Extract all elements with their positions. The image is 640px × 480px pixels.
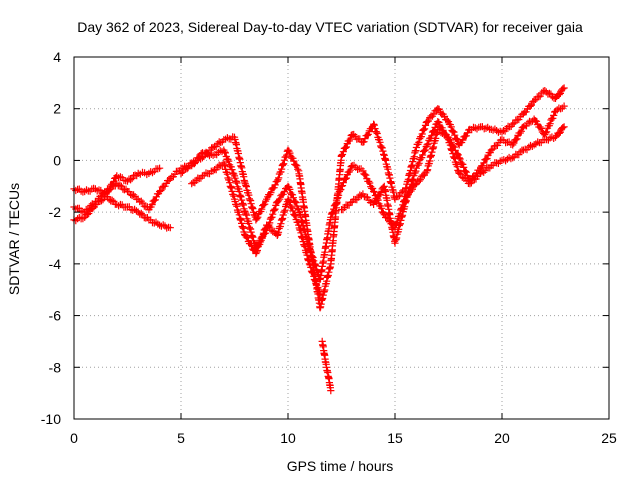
y-tick-label: 0	[53, 152, 61, 168]
y-tick-label: -4	[49, 256, 62, 272]
y-tick-label: -10	[41, 411, 61, 427]
y-tick-label: -8	[49, 359, 62, 375]
y-tick-label: 2	[53, 101, 61, 117]
x-tick-label: 10	[280, 430, 296, 446]
series-track-d	[318, 337, 335, 395]
y-tick-label: -2	[49, 204, 62, 220]
chart-title: Day 362 of 2023, Sidereal Day-to-day VTE…	[77, 19, 583, 35]
x-tick-label: 25	[601, 430, 617, 446]
data-series	[70, 84, 568, 395]
y-tick-label: -6	[49, 308, 62, 324]
series-markers	[318, 337, 335, 395]
y-axis-label: SDTVAR / TECUs	[6, 183, 22, 295]
x-tick-label: 0	[70, 430, 78, 446]
plot-frame	[73, 56, 610, 420]
axis-ticks: 0 5 10 15 20 25 -10 -8 -6 -4 -2 0 2 4	[41, 49, 617, 446]
x-tick-label: 20	[494, 430, 510, 446]
x-tick-label: 15	[387, 430, 403, 446]
y-tick-label: 4	[53, 49, 61, 65]
x-axis-label: GPS time / hours	[287, 458, 394, 474]
x-tick-label: 5	[177, 430, 185, 446]
